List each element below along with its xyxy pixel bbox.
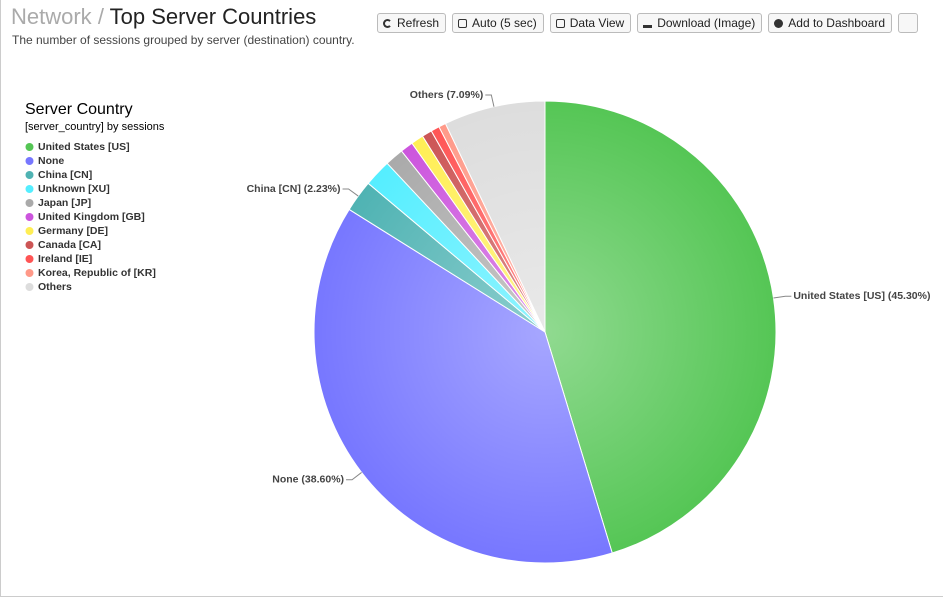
legend-subtitle: [server_country] by sessions [25,121,165,133]
data-label: United States [US] (45.30%) [793,290,930,302]
toolbar: Refresh Auto (5 sec) Data View Download … [377,13,918,33]
legend-swatch [25,157,34,165]
legend-label: Ireland [IE] [38,253,92,265]
button-label: Auto (5 sec) [472,16,537,30]
legend-swatch [25,171,34,179]
legend-swatch [25,213,34,221]
legend-label: United Kingdom [GB] [38,211,145,223]
legend-swatch [25,241,34,249]
legend-swatch [25,143,34,151]
legend-swatch [25,283,34,291]
legend-label: Korea, Republic of [KR] [38,267,156,279]
data-view-button[interactable]: Data View [549,13,632,33]
legend-label: Germany [DE] [38,225,108,237]
legend-label: None [38,155,64,167]
legend-label: Unknown [XU] [38,183,110,195]
download-button[interactable]: Download (Image) [637,13,763,33]
legend-label: Others [38,281,72,293]
icon [383,18,392,28]
legend-swatch [25,227,34,235]
data-label: None (38.60%) [272,474,344,486]
auto-button[interactable]: Auto (5 sec) [452,13,544,33]
data-label: Others (7.09%) [410,89,484,101]
refresh-button[interactable]: Refresh [377,13,447,33]
more-button[interactable] [898,13,918,33]
label-leader [342,188,359,197]
icon [774,18,784,28]
legend-label: China [CN] [38,169,92,181]
legend-label: Japan [JP] [38,197,91,209]
checkbox [555,18,565,28]
checkbox [458,18,468,28]
page-title: Top Server Countries [109,4,317,29]
dashboard-button[interactable]: Add to Dashboard [768,13,892,33]
breadcrumb[interactable]: Network [11,4,92,29]
legend-label: United States [US] [38,141,130,153]
label-leader [346,472,362,481]
icon [643,19,653,28]
legend-swatch [25,185,34,193]
button-label: Data View [569,16,625,30]
legend-title: Server Country [25,101,133,118]
page-subtitle: The number of sessions grouped by server… [12,33,355,47]
separator: / [97,4,104,29]
button-label: Download (Image) [657,16,756,30]
button-label: Add to Dashboard [788,16,885,30]
legend-swatch [25,269,34,277]
label-leader [485,94,495,107]
legend-swatch [25,199,34,207]
page-header: Network / Top Server Countries [11,4,316,30]
legend-label: Canada [CA] [38,239,101,251]
legend-swatch [25,255,34,263]
label-leader [773,295,792,299]
button-label: Refresh [397,16,440,30]
data-label: China [CN] (2.23%) [247,183,341,195]
